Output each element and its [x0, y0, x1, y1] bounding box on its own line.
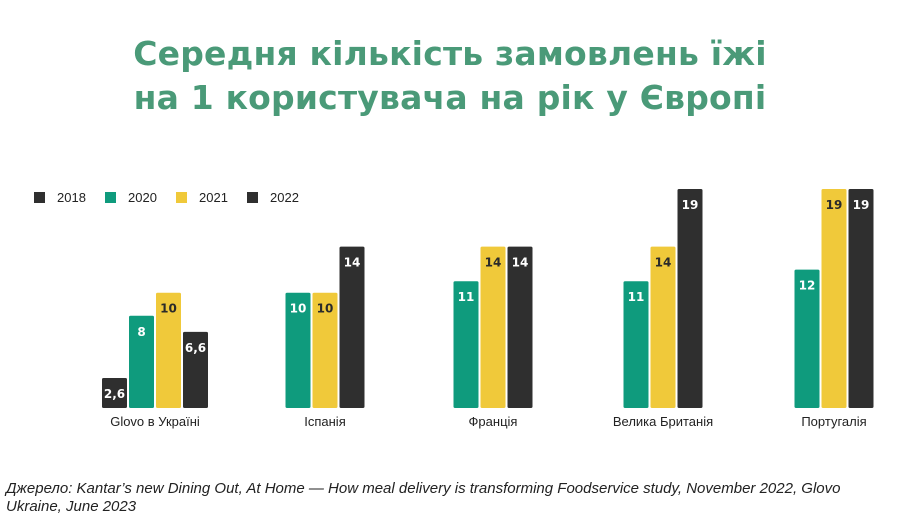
- bar-3-2021: [650, 246, 676, 408]
- bar-label-1-2022: 14: [344, 256, 361, 270]
- bar-label-0-2020: 8: [137, 325, 145, 339]
- category-label-0: Glovo в Україні: [110, 414, 200, 429]
- bar-label-0-2022: 6,6: [185, 341, 206, 355]
- legend-swatch-2020: [105, 192, 116, 203]
- bar-label-2-2021: 14: [485, 256, 502, 270]
- category-label-4: Португалія: [801, 414, 866, 429]
- bar-2-2020: [453, 281, 479, 408]
- bar-1-2020: [285, 292, 311, 408]
- bar-label-1-2021: 10: [317, 302, 334, 316]
- chart-title: Середня кількість замовлень їжі на 1 кор…: [0, 32, 900, 120]
- bar-label-2-2020: 11: [458, 290, 475, 304]
- bar-0-2021: [156, 292, 181, 408]
- bar-4-2020: [794, 269, 820, 408]
- category-label-3: Велика Британія: [613, 414, 713, 429]
- bar-0-2018: [102, 378, 127, 408]
- bar-3-2022: [677, 189, 703, 408]
- bar-4-2022: [848, 189, 874, 408]
- legend-label-2018: 2018: [57, 190, 86, 205]
- bar-chart: 2018 2020 2021 2022 2,6 8 10 6,6 Glovo в Україні…: [34, 189, 874, 429]
- bar-1-2021: [312, 292, 338, 408]
- bar-label-0-2018: 2,6: [104, 387, 125, 401]
- legend-item-2018: 2018: [34, 190, 86, 205]
- bar-2-2022: [507, 246, 533, 408]
- bar-0-2022: [183, 331, 208, 408]
- bar-2-2021: [480, 246, 506, 408]
- bar-label-4-2021: 19: [826, 198, 843, 212]
- bar-label-4-2022: 19: [853, 198, 870, 212]
- legend-label-2022: 2022: [270, 190, 299, 205]
- bar-label-2-2022: 14: [512, 256, 529, 270]
- legend-item-2022: 2022: [247, 190, 299, 205]
- legend-item-2021: 2021: [176, 190, 228, 205]
- category-label-1: Іспанія: [304, 414, 346, 429]
- bar-label-3-2022: 19: [682, 198, 699, 212]
- bar-1-2022: [339, 246, 365, 408]
- chart-title-line-1: Середня кількість замовлень їжі: [133, 34, 767, 73]
- category-label-2: Франція: [469, 414, 518, 429]
- legend-item-2020: 2020: [105, 190, 157, 205]
- legend-swatch-2022: [247, 192, 258, 203]
- legend-swatch-2018: [34, 192, 45, 203]
- legend-label-2020: 2020: [128, 190, 157, 205]
- bar-label-3-2021: 14: [655, 256, 672, 270]
- legend-label-2021: 2021: [199, 190, 228, 205]
- bar-label-0-2021: 10: [160, 302, 177, 316]
- bar-4-2021: [821, 189, 847, 408]
- bar-label-1-2020: 10: [290, 302, 307, 316]
- source-note: Джерело: Kantar’s new Dining Out, At Hom…: [6, 480, 841, 515]
- bar-label-3-2020: 11: [628, 290, 645, 304]
- bar-0-2020: [129, 315, 154, 408]
- legend-swatch-2021: [176, 192, 187, 203]
- chart-title-line-2: на 1 користувача на рік у Європі: [133, 78, 767, 117]
- bar-3-2020: [623, 281, 649, 408]
- bar-label-4-2020: 12: [799, 279, 816, 293]
